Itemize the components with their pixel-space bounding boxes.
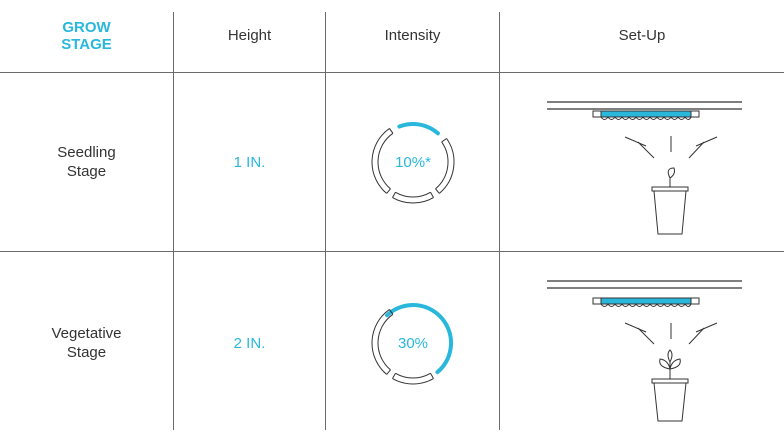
gauge-outline-segment <box>434 141 448 190</box>
row-intensity-vegetative: 30% <box>326 252 499 434</box>
gauge-segment-cap <box>391 192 396 198</box>
gauge-outline-segment <box>438 138 455 194</box>
gauge-outline-segment <box>371 309 390 375</box>
row-divider <box>0 72 784 73</box>
gauge-segment-cap <box>385 369 391 375</box>
column-divider <box>325 12 326 430</box>
gauge-outline-segment <box>394 372 431 379</box>
stage-label-line2: Stage <box>66 163 107 180</box>
stage-label-line1: Seedling <box>57 144 116 161</box>
header-height: Height <box>174 0 325 72</box>
gauge-segment-cap <box>391 373 396 379</box>
grow-light-fixture <box>592 297 700 307</box>
stage-label-line2: Stage <box>66 344 107 361</box>
gauge-segment-cap <box>429 192 434 198</box>
gauge-segment-cap <box>388 309 393 315</box>
gauge-outline-segment <box>391 197 434 204</box>
header-intensity-label: Intensity <box>384 27 441 44</box>
light-rays <box>624 322 718 344</box>
intensity-gauge: 30% <box>371 303 453 385</box>
row-stage-seedling: Seedling Stage <box>0 73 173 251</box>
intensity-value: 30% <box>397 335 427 352</box>
header-height-label: Height <box>227 27 272 44</box>
stage-label-line1: Vegetative <box>51 325 122 342</box>
gauge-segment-cap <box>440 138 447 143</box>
height-value: 1 IN. <box>233 153 266 171</box>
column-divider <box>173 12 174 430</box>
gauge-active-segment <box>384 303 449 328</box>
header-setup: Set-Up <box>500 0 784 72</box>
gauge-active-segment <box>396 122 440 136</box>
intensity-value: 10%* <box>395 154 431 171</box>
row-height-seedling: 1 IN. <box>174 73 325 251</box>
gauge-segment-cap <box>429 373 434 379</box>
header-setup-label: Set-Up <box>618 27 666 44</box>
row-intensity-seedling: 10%* <box>326 73 499 251</box>
row-setup-vegetative <box>500 252 784 434</box>
height-value: 2 IN. <box>233 334 266 352</box>
row-setup-seedling <box>500 73 784 251</box>
setup-illustration-vegetative <box>547 279 742 421</box>
gauge-segment-cap <box>388 128 393 134</box>
header-grow-stage: GROW STAGE <box>0 0 173 72</box>
gauge-outline-segment <box>371 128 390 194</box>
sprout-icon <box>659 348 681 379</box>
gauge-segments <box>371 122 455 204</box>
column-divider <box>499 12 500 430</box>
gauge-segment-cap <box>385 188 391 194</box>
intensity-gauge: 10%* <box>371 122 455 204</box>
grow-light-fixture <box>592 110 700 120</box>
row-stage-vegetative: Vegetative Stage <box>0 252 173 434</box>
gauge-outline-segment <box>394 191 431 198</box>
header-grow-stage-line1: GROW <box>62 19 111 36</box>
light-rays <box>624 136 718 159</box>
gauge-segments <box>371 303 453 385</box>
plant-pot <box>651 186 689 235</box>
setup-illustration-seedling <box>547 101 742 235</box>
gauge-outline-segment <box>377 132 393 190</box>
seedling-icon <box>667 167 675 187</box>
gauge-outline-segment <box>377 313 393 371</box>
gauge-active-segment <box>434 322 453 375</box>
row-divider <box>0 251 784 252</box>
row-height-vegetative: 2 IN. <box>174 252 325 434</box>
gauge-outline-segment <box>391 378 434 385</box>
header-intensity: Intensity <box>326 0 499 72</box>
header-grow-stage-line2: STAGE <box>61 36 112 53</box>
plant-pot <box>651 378 689 421</box>
gauge-segment-cap <box>434 188 440 194</box>
